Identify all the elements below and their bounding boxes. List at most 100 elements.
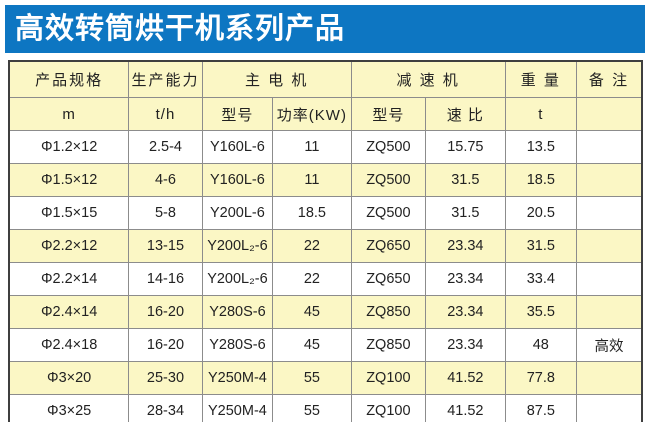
table-cell: ZQ500 [350, 196, 427, 230]
table-cell: ZQ100 [350, 394, 427, 422]
table-cell: 16-20 [128, 328, 203, 362]
table-row: Φ1.2×12 2.5-4 Y160L-6 11 ZQ500 15.75 13.5 [8, 130, 643, 164]
table-cell: 55 [272, 361, 352, 395]
table-cell: 45 [272, 328, 352, 362]
subheader-motor-model: 型号 [201, 97, 274, 131]
table-cell: 13-15 [128, 229, 203, 263]
subheader-unit-th: t/h [128, 97, 203, 131]
table-cell: 87.5 [504, 394, 578, 422]
table-cell: 45 [272, 295, 352, 329]
table-cell: Y160L-6 [201, 130, 274, 164]
table-row: Φ1.5×12 4-6 Y160L-6 11 ZQ500 31.5 18.5 [8, 163, 643, 197]
table-cell: ZQ650 [350, 229, 427, 263]
table-cell [576, 229, 643, 263]
table-cell: Y280S-6 [201, 295, 274, 329]
table-cell: 20.5 [504, 196, 578, 230]
subheader-reducer-model: 型号 [350, 97, 427, 131]
table-cell: 4-6 [128, 163, 203, 197]
table-cell: 18.5 [504, 163, 578, 197]
table-cell: ZQ850 [350, 295, 427, 329]
spec-table-wrapper: 产品规格 生产能力 主 电 机 减 速 机 重 量 备 注 m t/h 型号 功… [8, 60, 643, 422]
table-cell: 23.34 [425, 229, 506, 263]
page-title: 高效转筒烘干机系列产品 [15, 12, 346, 45]
table-cell: 41.52 [425, 361, 506, 395]
table-cell [576, 262, 643, 296]
table-cell: Y200L-6 [201, 196, 274, 230]
subheader-unit-m: m [8, 97, 130, 131]
table-cell [576, 295, 643, 329]
table-cell: 5-8 [128, 196, 203, 230]
table-cell: 22 [272, 229, 352, 263]
table-cell: Y200L₂-6 [201, 229, 274, 263]
subheader-unit-t: t [504, 97, 578, 131]
table-header: 产品规格 生产能力 主 电 机 减 速 机 重 量 备 注 m t/h 型号 功… [8, 60, 643, 131]
table-cell: 22 [272, 262, 352, 296]
table-cell: 11 [272, 163, 352, 197]
table-cell: Y160L-6 [201, 163, 274, 197]
table-cell: Y250M-4 [201, 361, 274, 395]
table-cell: 35.5 [504, 295, 578, 329]
header-remarks: 备 注 [576, 60, 643, 98]
table-cell: Φ2.4×18 [8, 328, 130, 362]
table-cell: Y200L₂-6 [201, 262, 274, 296]
table-cell: 25-30 [128, 361, 203, 395]
table-row: Φ3×25 28-34 Y250M-4 55 ZQ100 41.52 87.5 [8, 394, 643, 422]
table-cell: 55 [272, 394, 352, 422]
table-row: Φ2.2×14 14-16 Y200L₂-6 22 ZQ650 23.34 33.4 [8, 262, 643, 296]
table-cell: Φ3×25 [8, 394, 130, 422]
spec-table: 产品规格 生产能力 主 电 机 减 速 机 重 量 备 注 m t/h 型号 功… [8, 60, 643, 422]
table-cell: 77.8 [504, 361, 578, 395]
table-body: Φ1.2×12 2.5-4 Y160L-6 11 ZQ500 15.75 13.5 Φ1.5×… [8, 130, 643, 422]
table-cell: Φ1.5×15 [8, 196, 130, 230]
table-cell: ZQ500 [350, 163, 427, 197]
table-row: Φ2.4×14 16-20 Y280S-6 45 ZQ850 23.34 35.5 [8, 295, 643, 329]
table-cell [576, 130, 643, 164]
table-cell: 15.75 [425, 130, 506, 164]
table-cell: 41.52 [425, 394, 506, 422]
table-cell: 28-34 [128, 394, 203, 422]
table-cell: Φ2.2×14 [8, 262, 130, 296]
table-cell: 31.5 [504, 229, 578, 263]
sub-header-row: m t/h 型号 功率(KW) 型号 速 比 t [8, 97, 643, 131]
table-cell: 14-16 [128, 262, 203, 296]
subheader-remarks-empty [576, 97, 643, 131]
table-cell: Y250M-4 [201, 394, 274, 422]
table-cell [576, 361, 643, 395]
table-cell: ZQ850 [350, 328, 427, 362]
header-main-motor: 主 电 机 [201, 60, 352, 98]
table-cell: Φ3×20 [8, 361, 130, 395]
table-cell: 18.5 [272, 196, 352, 230]
table-cell: ZQ100 [350, 361, 427, 395]
table-cell [576, 163, 643, 197]
table-cell: 23.34 [425, 295, 506, 329]
table-cell: ZQ650 [350, 262, 427, 296]
table-cell [576, 394, 643, 422]
table-cell: 31.5 [425, 163, 506, 197]
table-cell: 11 [272, 130, 352, 164]
header-capacity: 生产能力 [128, 60, 203, 98]
table-cell: 31.5 [425, 196, 506, 230]
table-cell [576, 196, 643, 230]
table-cell: 2.5-4 [128, 130, 203, 164]
table-row: Φ2.2×12 13-15 Y200L₂-6 22 ZQ650 23.34 31.5 [8, 229, 643, 263]
table-cell: Φ2.2×12 [8, 229, 130, 263]
header-reducer: 减 速 机 [350, 60, 506, 98]
table-row: Φ3×20 25-30 Y250M-4 55 ZQ100 41.52 77.8 [8, 361, 643, 395]
header-weight: 重 量 [504, 60, 578, 98]
table-cell: Y280S-6 [201, 328, 274, 362]
table-cell: 48 [504, 328, 578, 362]
table-cell: 23.34 [425, 262, 506, 296]
table-cell: Φ2.4×14 [8, 295, 130, 329]
title-banner: 高效转筒烘干机系列产品 [5, 5, 645, 53]
table-cell: Φ1.5×12 [8, 163, 130, 197]
table-cell: 16-20 [128, 295, 203, 329]
table-cell: 33.4 [504, 262, 578, 296]
group-header-row: 产品规格 生产能力 主 电 机 减 速 机 重 量 备 注 [8, 60, 643, 98]
table-cell: 13.5 [504, 130, 578, 164]
table-cell: Φ1.2×12 [8, 130, 130, 164]
table-row: Φ2.4×18 16-20 Y280S-6 45 ZQ850 23.34 48 高效 [8, 328, 643, 362]
table-row: Φ1.5×15 5-8 Y200L-6 18.5 ZQ500 31.5 20.5 [8, 196, 643, 230]
subheader-speed-ratio: 速 比 [425, 97, 506, 131]
table-cell: ZQ500 [350, 130, 427, 164]
